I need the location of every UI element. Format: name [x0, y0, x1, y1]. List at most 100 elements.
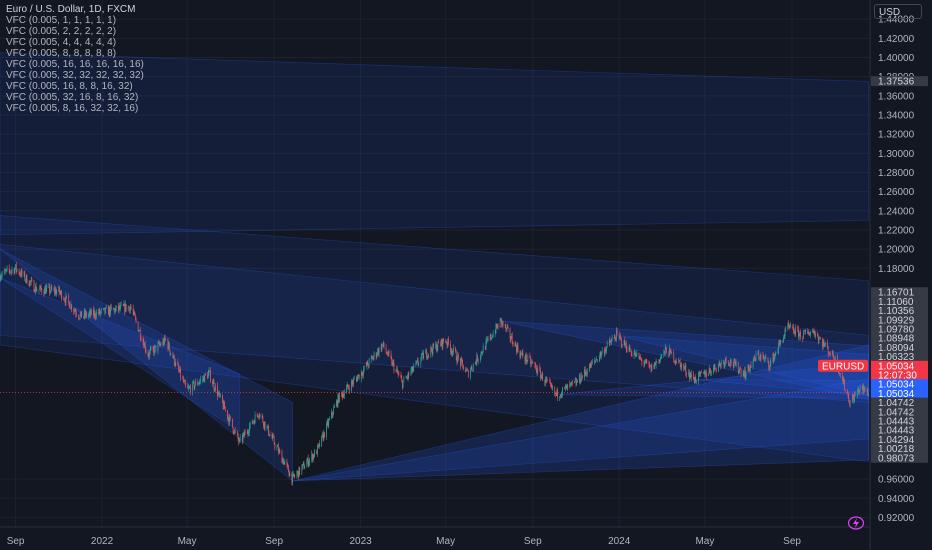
candle-body	[574, 380, 576, 382]
candle-body	[185, 381, 186, 386]
price-label-text: 1.05034	[878, 389, 915, 400]
candle-body	[51, 286, 53, 290]
candle-body	[596, 359, 597, 361]
candle-body	[291, 472, 293, 483]
price-tick-label: 1.20000	[878, 245, 915, 256]
candle-body	[189, 387, 191, 389]
candle-body	[368, 359, 370, 367]
candle-body	[684, 366, 686, 368]
candle-body	[683, 363, 685, 369]
indicator-label[interactable]: VFC (0.005, 4, 4, 4, 4, 4)	[6, 37, 117, 48]
candle-body	[557, 389, 558, 398]
time-tick-label: 2024	[608, 536, 631, 547]
indicator-label[interactable]: VFC (0.005, 1, 1, 1, 1, 1)	[6, 15, 117, 26]
candle-body	[1, 273, 3, 277]
candle-body	[376, 354, 378, 357]
candle-body	[140, 338, 142, 340]
indicator-label[interactable]: VFC (0.005, 16, 16, 16, 16, 16)	[6, 59, 144, 70]
candle-body	[649, 364, 651, 367]
candle-body	[343, 392, 345, 397]
candle-body	[317, 445, 319, 447]
candle-body	[625, 343, 626, 347]
symbol-title[interactable]: Euro / U.S. Dollar, 1D, FXCM	[6, 4, 136, 15]
candle-body	[406, 377, 408, 378]
candle-body	[60, 291, 62, 293]
candle-body	[332, 414, 334, 416]
candle-body	[763, 356, 765, 360]
candle-body	[66, 295, 67, 297]
time-axis[interactable]: Sep 2022 May Sep 2023 May Sep 2024 May Sep	[0, 526, 870, 547]
candle-body	[410, 370, 412, 376]
candle-body	[43, 292, 45, 295]
price-label-tag	[871, 351, 928, 362]
candle-body	[455, 347, 456, 352]
candle-body	[539, 366, 541, 371]
price-label-tag	[871, 406, 928, 417]
candle-body	[197, 381, 199, 385]
candle-body	[313, 454, 315, 457]
price-label-tag	[871, 287, 928, 298]
candle-body	[595, 360, 597, 362]
candle-body	[247, 432, 249, 434]
candle-body	[606, 346, 607, 352]
candle-body	[387, 351, 389, 356]
candle-body	[628, 346, 630, 352]
candle-body	[614, 336, 616, 339]
candle-body	[601, 350, 603, 353]
candle-body	[789, 325, 791, 328]
candle-body	[452, 351, 454, 354]
indicator-label[interactable]: VFC (0.005, 2, 2, 2, 2, 2)	[6, 26, 117, 37]
candle-body	[507, 327, 509, 329]
indicator-label[interactable]: VFC (0.005, 8, 8, 8, 8, 8)	[6, 48, 117, 59]
candle-body	[467, 370, 469, 378]
candle-body	[281, 451, 283, 463]
candle-body	[531, 361, 533, 363]
candle-body	[457, 355, 459, 363]
candle-body	[105, 307, 107, 308]
candle-body	[38, 289, 40, 291]
currency-button[interactable]: USD	[874, 4, 922, 19]
symbol-price-tag[interactable]	[818, 359, 868, 372]
candle-body	[863, 386, 864, 392]
candle-body	[68, 296, 70, 302]
indicator-label[interactable]: VFC (0.005, 8, 16, 32, 32, 16)	[6, 103, 139, 114]
lightning-icon[interactable]	[848, 516, 864, 530]
candle-body	[708, 373, 709, 377]
price-axis[interactable]: 1.440001.420001.400001.380001.360001.340…	[818, 0, 932, 550]
candle-body	[863, 386, 865, 392]
candle-body	[591, 362, 592, 364]
candle-body	[98, 312, 99, 314]
indicator-label[interactable]: VFC (0.005, 32, 16, 8, 16, 32)	[6, 92, 139, 103]
candle-body	[540, 370, 541, 379]
candle-body	[580, 381, 582, 383]
candle-body	[790, 325, 792, 328]
candle-body	[412, 368, 414, 372]
candle-body	[569, 384, 570, 385]
candle-body	[193, 381, 194, 383]
candle-body	[689, 373, 691, 379]
candle-body	[19, 273, 21, 275]
candle-body	[93, 309, 94, 316]
candle-body	[183, 381, 185, 383]
candle-body	[681, 363, 682, 369]
indicator-label[interactable]: VFC (0.005, 32, 32, 32, 32, 32)	[6, 70, 144, 81]
candle-body	[49, 291, 51, 293]
candle-body	[575, 380, 577, 385]
candle-body	[40, 285, 42, 290]
candle-body	[287, 464, 288, 467]
candle-body	[798, 329, 799, 338]
candle-body	[59, 287, 60, 293]
candle-body	[864, 390, 866, 392]
candle-body	[693, 379, 695, 383]
candle-body	[322, 434, 323, 436]
candle-body	[358, 374, 359, 377]
indicator-label[interactable]: VFC (0.005, 16, 8, 8, 16, 32)	[6, 81, 133, 92]
candle-body	[417, 360, 419, 365]
candle-body	[243, 432, 245, 435]
candle-body	[377, 349, 378, 355]
candle-body	[572, 381, 573, 383]
candle-body	[138, 331, 140, 332]
candle-body	[769, 362, 771, 369]
candle-body	[500, 318, 502, 320]
